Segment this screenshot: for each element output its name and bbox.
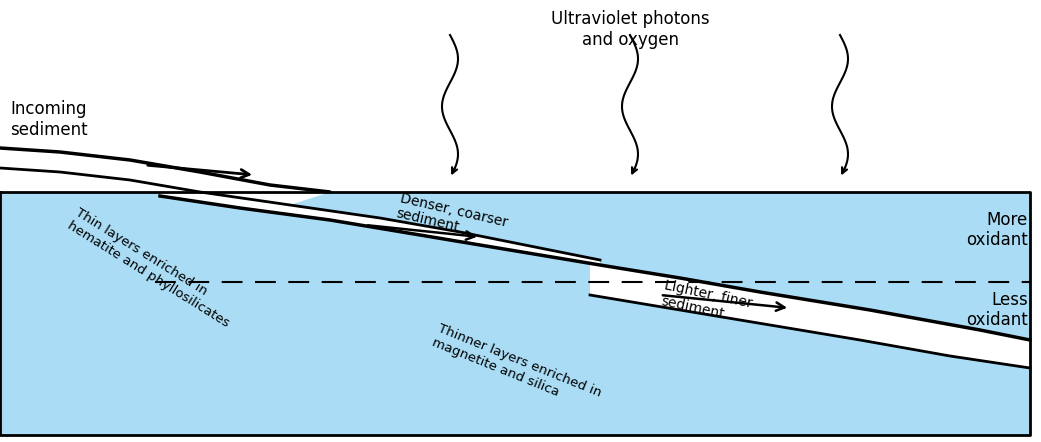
- Text: Thinner layers enriched in
magnetite and silica: Thinner layers enriched in magnetite and…: [430, 322, 603, 414]
- Text: Lighter, finer
sediment: Lighter, finer sediment: [660, 278, 754, 326]
- Polygon shape: [590, 263, 1030, 368]
- Text: Thin layers enriched in
hematite and phyllosilicates: Thin layers enriched in hematite and phy…: [65, 206, 239, 330]
- Text: Ultraviolet photons
and oxygen: Ultraviolet photons and oxygen: [551, 10, 709, 49]
- Polygon shape: [0, 148, 330, 205]
- Text: Incoming
sediment: Incoming sediment: [10, 100, 87, 139]
- Polygon shape: [160, 185, 600, 265]
- Polygon shape: [0, 192, 1030, 435]
- Text: More
oxidant: More oxidant: [966, 210, 1029, 249]
- Text: Denser, coarser
sediment: Denser, coarser sediment: [395, 191, 509, 245]
- Text: Less
oxidant: Less oxidant: [966, 290, 1029, 329]
